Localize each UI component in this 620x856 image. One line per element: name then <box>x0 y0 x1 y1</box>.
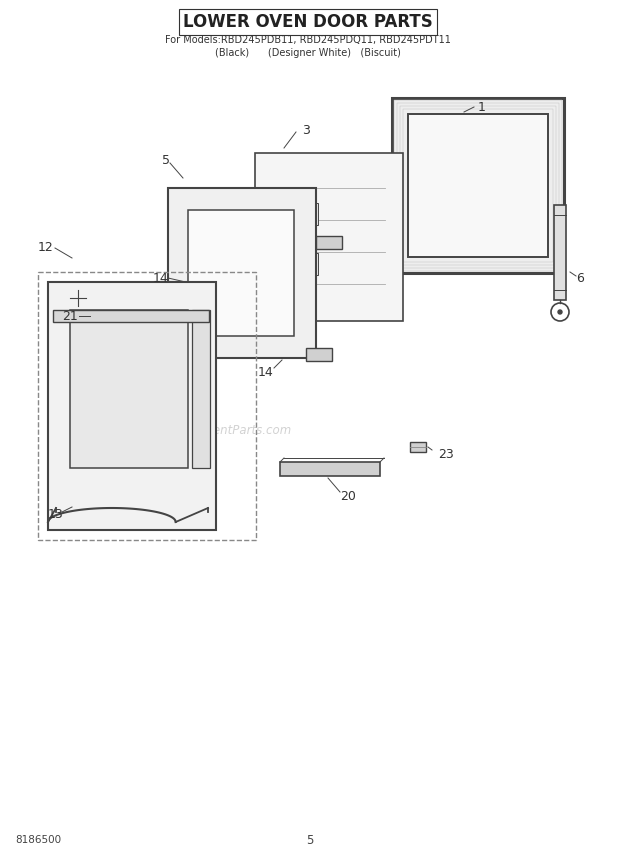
Bar <box>408 114 548 257</box>
Bar <box>188 210 294 336</box>
Text: 3: 3 <box>302 123 310 136</box>
Text: 5: 5 <box>306 834 314 847</box>
Bar <box>394 100 562 271</box>
Bar <box>290 203 318 225</box>
Text: 13: 13 <box>48 508 64 520</box>
Text: 6: 6 <box>576 271 584 284</box>
Bar <box>410 442 426 452</box>
Text: eReplacementParts.com: eReplacementParts.com <box>148 424 292 437</box>
Bar <box>403 109 553 262</box>
Bar <box>290 253 318 275</box>
Bar <box>280 462 380 476</box>
Bar <box>48 282 216 530</box>
Bar <box>316 236 342 249</box>
Bar <box>400 106 556 265</box>
Text: 14: 14 <box>153 271 169 284</box>
Text: 23: 23 <box>438 448 454 461</box>
Text: LOWER OVEN DOOR PARTS: LOWER OVEN DOOR PARTS <box>183 13 433 31</box>
Bar <box>192 310 210 468</box>
Circle shape <box>558 310 562 314</box>
Bar <box>554 205 566 300</box>
Text: 8186500: 8186500 <box>15 835 61 845</box>
Text: (Black)      (Designer White)   (Biscuit): (Black) (Designer White) (Biscuit) <box>215 48 401 58</box>
Bar <box>168 188 316 358</box>
Text: 14: 14 <box>258 366 274 378</box>
Bar <box>306 348 332 361</box>
Text: 12: 12 <box>38 241 54 253</box>
Text: 21: 21 <box>62 310 78 323</box>
Bar <box>397 103 559 268</box>
Bar <box>392 98 564 273</box>
Bar <box>70 310 188 468</box>
Bar <box>53 310 209 322</box>
Text: 5: 5 <box>162 153 170 167</box>
Text: For Models:RBD245PDB11, RBD245PDQ11, RBD245PDT11: For Models:RBD245PDB11, RBD245PDQ11, RBD… <box>165 35 451 45</box>
Text: 1: 1 <box>478 100 486 114</box>
Bar <box>38 272 256 540</box>
Text: 20: 20 <box>340 490 356 502</box>
Bar <box>255 153 403 321</box>
